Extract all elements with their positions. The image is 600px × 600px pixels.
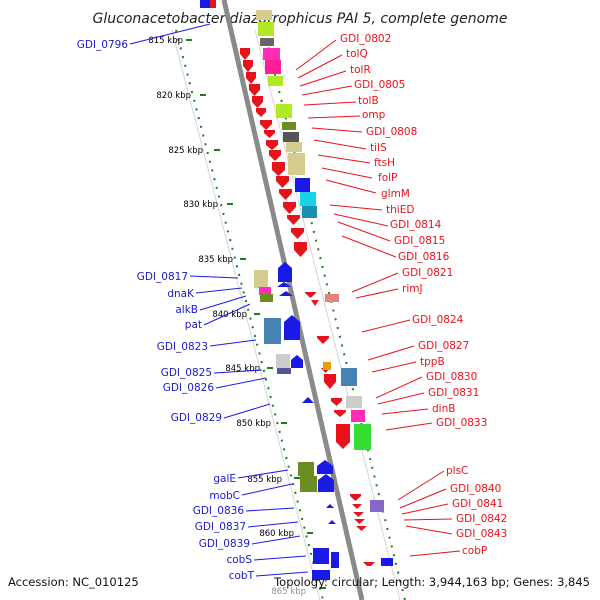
forward-strand-genes — [200, 0, 393, 580]
gene-label: tolQ — [346, 48, 368, 60]
gene-label: GDI_0829 — [171, 412, 222, 424]
gene-label: GDI_0814 — [390, 219, 442, 231]
tick-label: 865 kbp — [271, 587, 306, 597]
tick-label: 860 kbp — [259, 529, 294, 539]
gene-label: GDI_0796 — [77, 39, 129, 51]
gene-label: GDI_0816 — [398, 251, 450, 263]
reverse-strand-genes — [206, 0, 375, 566]
tick-label: 820 kbp — [156, 91, 191, 101]
map-title: Gluconacetobacter diazotrophicus PAI 5, … — [93, 11, 508, 27]
gene-label: GDI_0831 — [428, 387, 479, 399]
gene-label: pat — [185, 319, 202, 331]
gene-label: GDI_0827 — [418, 340, 469, 352]
gene-label: GDI_0805 — [354, 79, 405, 91]
gene-label: GDI_0837 — [195, 521, 246, 533]
gene-label: GDI_0823 — [157, 341, 208, 353]
gene-label: GDI_0808 — [366, 126, 417, 138]
gene-label: plsC — [446, 465, 468, 477]
gene-label: GDI_0825 — [161, 367, 212, 379]
accession-text: Accession: NC_010125 — [8, 575, 139, 589]
gene-label: GDI_0842 — [456, 513, 507, 525]
gene-label: mobC — [209, 490, 240, 502]
gene-label: GDI_0821 — [402, 267, 453, 279]
gene-label: tilS — [370, 142, 387, 154]
genome-backbone — [221, 0, 365, 600]
right-labels: GDI_0802 tolQ tolR GDI_0805 tolB omp GDI… — [340, 33, 507, 557]
tick-label: 855 kbp — [247, 475, 282, 485]
gene-label: GDI_0817 — [137, 271, 188, 283]
gene-label: GDI_0843 — [456, 528, 507, 540]
gene-label: cobT — [229, 570, 255, 582]
gene-label: GDI_0833 — [436, 417, 487, 429]
gene-label: folP — [378, 172, 397, 184]
gene-label: GDI_0830 — [426, 371, 477, 383]
gene-label: dinB — [432, 403, 455, 415]
gene-label: GDI_0840 — [450, 483, 501, 495]
gene-label: cobS — [226, 554, 252, 566]
gene-label: GDI_0826 — [163, 382, 215, 394]
tick-label: 850 kbp — [236, 419, 271, 429]
gene-label: dnaK — [167, 288, 195, 300]
gene-label: GDI_0841 — [452, 498, 503, 510]
left-leaders — [129, 23, 309, 577]
gene-label: GDI_0839 — [199, 538, 250, 550]
gene-label: alkB — [175, 304, 198, 316]
gene-label: thiED — [386, 204, 414, 216]
gene-label: cobP — [462, 545, 487, 557]
gene-label: GDI_0815 — [394, 235, 445, 247]
tick-label: 845 kbp — [225, 364, 260, 374]
frame-line — [171, 29, 321, 600]
gene-label: GDI_0824 — [412, 314, 464, 326]
right-leaders — [295, 39, 461, 557]
gene-label: GDI_0836 — [193, 505, 245, 517]
gene-label: ftsH — [374, 157, 395, 169]
tick-label: 815 kbp — [148, 36, 183, 46]
gene-label: glmM — [381, 188, 410, 200]
gene-label: tppB — [420, 356, 445, 368]
gene-label: tolR — [350, 64, 371, 76]
tick-label: 840 kbp — [212, 310, 247, 320]
category-boxes — [254, 10, 384, 512]
tick-label: 830 kbp — [183, 200, 218, 210]
gene-label: omp — [362, 109, 386, 121]
left-labels: GDI_0796 GDI_0817 dnaK alkB pat GDI_0823… — [77, 39, 255, 582]
ticks: 815 kbp 820 kbp 825 kbp 830 kbp 835 kbp … — [148, 36, 326, 597]
tick-label: 825 kbp — [168, 146, 203, 156]
gene-label: tolB — [358, 95, 379, 107]
genome-summary-text: Topology: circular; Length: 3,944,163 bp… — [273, 575, 590, 589]
gene-label: galE — [213, 473, 236, 485]
gene-label: GDI_0802 — [340, 33, 391, 45]
gene-label: rimJ — [402, 283, 423, 295]
tick-label: 835 kbp — [198, 255, 233, 265]
